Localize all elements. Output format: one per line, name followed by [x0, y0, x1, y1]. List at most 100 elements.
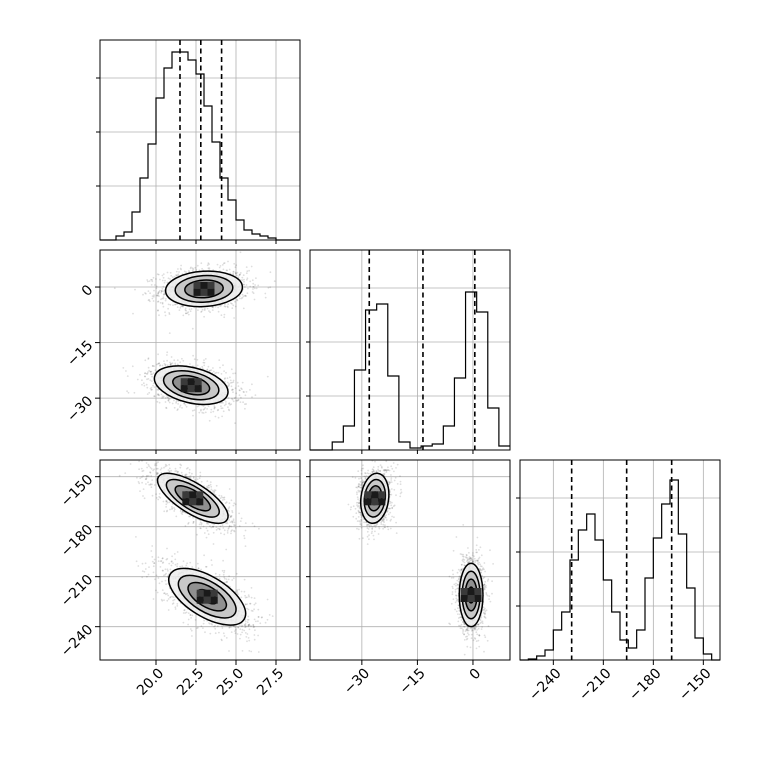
sample-point — [169, 271, 172, 274]
sample-point — [175, 470, 178, 472]
sample-point — [211, 564, 213, 566]
sample-point — [195, 269, 198, 271]
sample-point — [185, 271, 188, 274]
sample-point — [228, 510, 230, 513]
sample-point — [241, 293, 244, 296]
sample-point — [156, 294, 159, 297]
sample-point — [235, 572, 238, 575]
sample-point — [223, 316, 226, 319]
sample-point — [152, 365, 154, 367]
sample-point — [147, 474, 150, 477]
sample-point — [150, 278, 152, 281]
sample-point — [142, 382, 145, 385]
sample-point — [232, 372, 235, 375]
sample-point — [146, 466, 149, 469]
sample-point — [248, 624, 250, 626]
sample-point — [233, 524, 235, 526]
sample-point — [157, 273, 160, 276]
sample-point — [168, 332, 171, 334]
sample-point — [228, 525, 231, 528]
sample-point — [218, 527, 221, 530]
sample-point — [158, 394, 161, 397]
sample-point — [162, 276, 165, 279]
sample-point — [203, 361, 206, 364]
sample-point — [166, 271, 169, 274]
sample-point — [143, 384, 146, 387]
sample-point — [164, 311, 166, 314]
density-bin — [189, 498, 197, 506]
sample-point — [214, 415, 217, 418]
sample-point — [246, 277, 249, 280]
sample-point — [208, 419, 211, 422]
sample-point — [164, 465, 167, 468]
sample-point — [167, 400, 170, 402]
sample-point — [168, 401, 171, 404]
sample-point — [241, 296, 244, 299]
sample-point — [239, 624, 241, 626]
sample-point — [162, 395, 165, 398]
sample-point — [231, 579, 234, 581]
sample-point — [244, 529, 247, 532]
sample-point — [248, 595, 250, 598]
sample-point — [189, 614, 192, 616]
sample-point — [157, 498, 160, 501]
sample-point — [182, 305, 184, 308]
sample-point — [147, 357, 150, 359]
sample-point — [236, 400, 239, 402]
sample-point — [153, 395, 156, 398]
sample-point — [159, 468, 162, 471]
sample-point — [226, 269, 229, 272]
sample-point — [254, 394, 257, 396]
sample-point — [206, 307, 209, 310]
sample-point — [203, 554, 206, 557]
sample-point — [220, 373, 223, 375]
sample-point — [149, 471, 152, 474]
sample-point — [242, 307, 245, 310]
sample-point — [161, 290, 163, 292]
sample-point — [149, 483, 152, 485]
sample-point — [146, 386, 149, 389]
density-bin — [194, 385, 202, 393]
sample-point — [191, 409, 194, 412]
sample-point — [191, 269, 194, 272]
sample-point — [185, 473, 188, 476]
sample-point — [202, 408, 205, 411]
sample-point — [164, 364, 167, 367]
sample-point — [254, 284, 256, 286]
sample-point — [228, 527, 230, 529]
histogram-panel-2 — [516, 459, 721, 661]
sample-point — [196, 533, 198, 536]
sample-point — [161, 274, 164, 277]
sample-point — [269, 286, 272, 289]
sample-point — [242, 390, 245, 393]
sample-point — [196, 478, 199, 481]
sample-point — [169, 303, 172, 306]
sample-point — [152, 598, 155, 600]
sample-point — [171, 555, 174, 558]
sample-point — [212, 525, 214, 528]
sample-point — [217, 527, 220, 530]
sample-point — [196, 358, 199, 361]
sample-point — [155, 278, 157, 280]
sample-point — [216, 263, 219, 266]
sample-point — [177, 268, 179, 270]
sample-point — [225, 501, 228, 504]
sample-point — [139, 373, 141, 376]
sample-point — [213, 489, 216, 492]
sample-point — [242, 295, 245, 298]
sample-point — [213, 407, 216, 410]
sample-point — [161, 297, 164, 300]
joint-content — [113, 251, 276, 424]
sample-point — [185, 312, 187, 315]
sample-point — [227, 385, 230, 388]
sample-point — [171, 276, 174, 279]
sample-point — [204, 308, 206, 310]
sample-point — [145, 478, 148, 481]
sample-point — [146, 393, 149, 395]
sample-point — [141, 470, 144, 473]
sample-point — [221, 415, 224, 418]
sample-point — [152, 300, 155, 302]
sample-point — [221, 569, 224, 572]
sample-point — [239, 273, 241, 276]
sample-point — [215, 526, 218, 528]
